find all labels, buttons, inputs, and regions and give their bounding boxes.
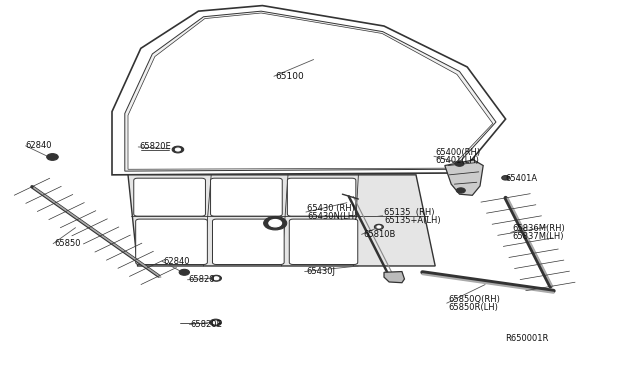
Text: 65135+A(LH): 65135+A(LH) [384,216,440,225]
Text: 65810B: 65810B [364,230,396,239]
Text: 62840: 62840 [163,257,189,266]
Circle shape [269,219,282,227]
Text: R650001R: R650001R [506,334,549,343]
Text: 65430 (RH): 65430 (RH) [307,204,355,213]
Circle shape [456,188,465,193]
FancyBboxPatch shape [212,219,284,264]
Text: 65836M(RH): 65836M(RH) [512,224,564,233]
Polygon shape [128,13,493,169]
Circle shape [172,146,184,153]
Circle shape [214,277,219,280]
Polygon shape [384,272,404,283]
Polygon shape [445,160,483,195]
Circle shape [211,275,221,281]
Text: 65850Q(RH): 65850Q(RH) [448,295,500,304]
Polygon shape [112,6,506,175]
FancyBboxPatch shape [289,219,358,264]
FancyBboxPatch shape [287,178,356,216]
Circle shape [210,319,221,326]
FancyBboxPatch shape [134,178,205,216]
Circle shape [377,226,381,228]
Text: 65820E: 65820E [140,142,172,151]
Text: 65837M(LH): 65837M(LH) [512,232,563,241]
Polygon shape [128,175,435,266]
FancyBboxPatch shape [211,178,282,216]
Text: 65401(LH): 65401(LH) [435,156,479,165]
Text: 65850R(LH): 65850R(LH) [448,303,498,312]
Text: 65430N(LH): 65430N(LH) [307,212,358,221]
Circle shape [264,217,287,230]
Text: 65135  (RH): 65135 (RH) [384,208,435,217]
Text: 65400(RH): 65400(RH) [435,148,481,157]
Polygon shape [125,11,496,171]
Text: 65430J: 65430J [306,267,335,276]
Circle shape [374,224,383,230]
Text: 65820E: 65820E [191,320,223,329]
Circle shape [175,148,180,151]
Circle shape [47,154,58,160]
Circle shape [179,269,189,275]
Circle shape [502,176,509,180]
FancyBboxPatch shape [136,219,207,264]
Circle shape [213,321,218,324]
Text: 65100: 65100 [275,72,304,81]
Text: 65850: 65850 [54,239,81,248]
Text: 65820: 65820 [189,275,215,284]
Text: 62840: 62840 [26,141,52,150]
Circle shape [455,161,464,166]
Text: 65401A: 65401A [506,174,538,183]
